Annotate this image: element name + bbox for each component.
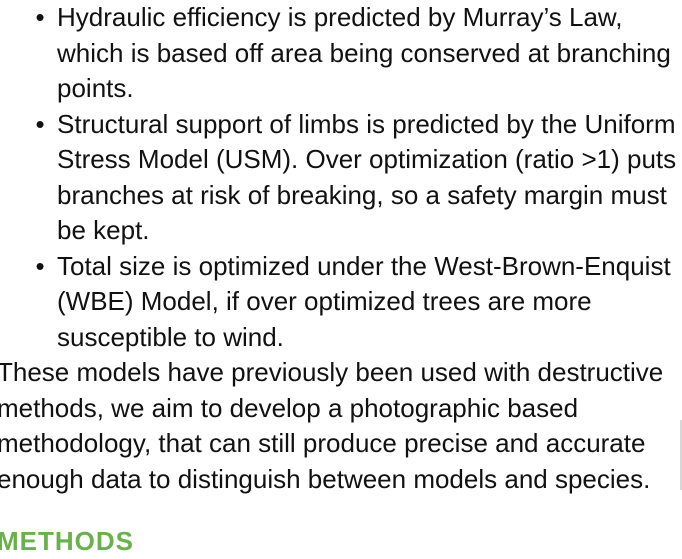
bullet-marker: • [35,250,45,281]
bullet-text: Structural support of limbs is predicted… [57,108,677,246]
bullet-marker: • [35,2,45,32]
summary-paragraph: These models have previously been used w… [0,357,664,494]
bullet-text: Hydraulic efficiency is predicted by Mur… [57,2,671,103]
text-content: • Hydraulic efficiency is predicted by M… [0,0,682,494]
bullet-item-murrays-law: • Hydraulic efficiency is predicted by M… [0,0,682,107]
bullet-item-wbe: • Total size is optimized under the West… [0,249,682,356]
methods-heading: METHODS [0,526,134,556]
edge-divider [680,420,682,490]
bullet-marker: • [35,108,45,139]
bullet-text: Total size is optimized under the West-B… [57,250,671,352]
bullet-list: • Hydraulic efficiency is predicted by M… [0,0,682,356]
bullet-item-usm: • Structural support of limbs is predict… [0,107,682,249]
